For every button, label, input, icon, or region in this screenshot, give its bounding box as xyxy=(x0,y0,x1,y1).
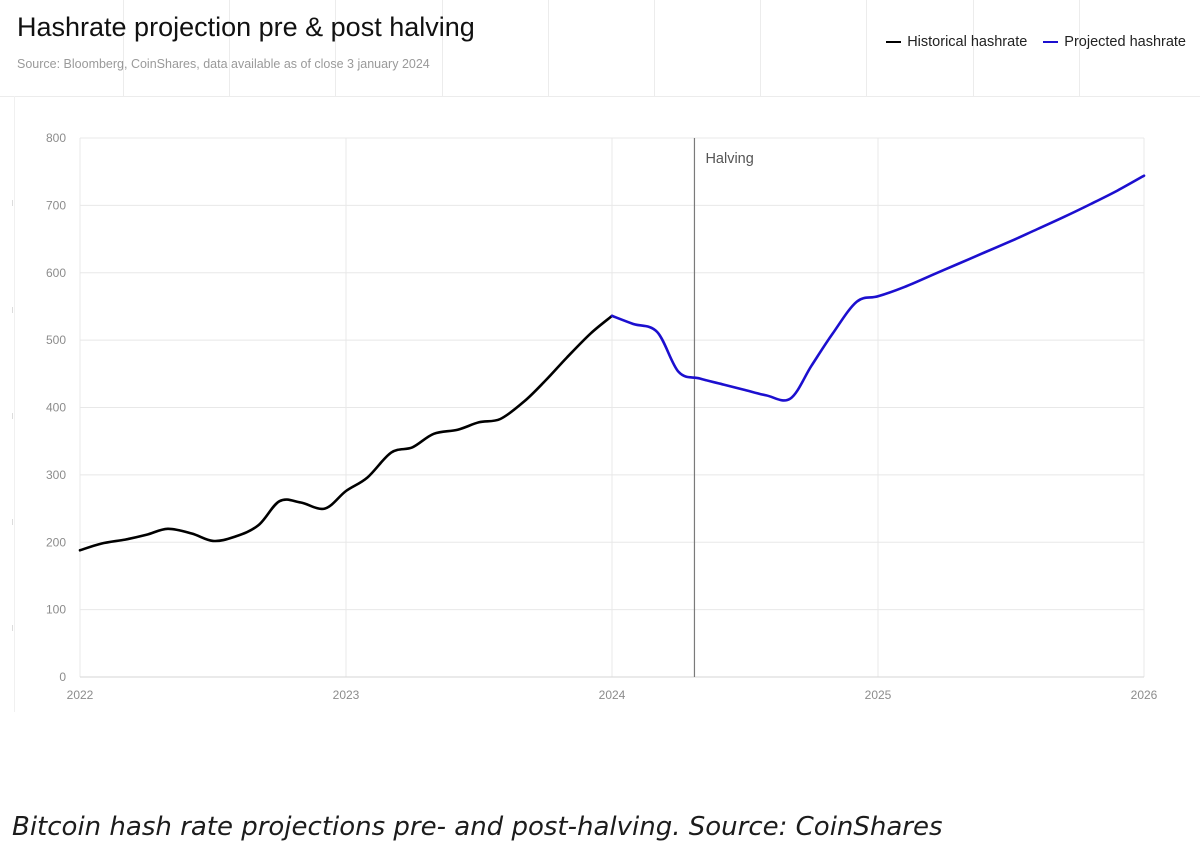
edge-tick xyxy=(12,625,13,631)
header-divider xyxy=(0,96,1200,97)
bg-gridline xyxy=(654,0,655,96)
tick-layer: 0 100 200 300 400 500 600 700 800 2022 2023 2024 202… xyxy=(46,131,1158,702)
y-tick-label: 0 xyxy=(59,670,66,684)
chart-title: Hashrate projection pre & post halving xyxy=(17,12,475,42)
x-tick-label: 2023 xyxy=(333,688,360,702)
plot-area: Halving 0 100 200 300 400 500 600 700 800 2022 202… xyxy=(46,131,1158,702)
annotation-layer: Halving xyxy=(693,138,754,677)
chart-subtitle: Source: Bloomberg, CoinShares, data avai… xyxy=(17,57,430,71)
y-tick-label: 500 xyxy=(46,333,66,347)
bg-gridline xyxy=(335,0,336,96)
x-tick-label: 2022 xyxy=(67,688,94,702)
edge-tick xyxy=(12,200,13,206)
chart-card: Hashrate projection pre & post halving S… xyxy=(0,0,1200,712)
figure-caption: Bitcoin hash rate projections pre- and p… xyxy=(12,812,943,842)
legend-label-historical: Historical hashrate xyxy=(907,34,1028,50)
bg-gridline xyxy=(866,0,867,96)
legend-swatch-projected xyxy=(1043,40,1059,44)
x-tick-label: 2024 xyxy=(599,688,626,702)
grid-layer xyxy=(79,137,1145,678)
y-tick-label: 100 xyxy=(46,603,66,617)
bg-gridline xyxy=(760,0,761,96)
card-left-edge xyxy=(14,96,15,712)
y-tick-label: 200 xyxy=(46,535,66,549)
bg-gridline xyxy=(1079,0,1080,96)
bg-gridline xyxy=(123,0,124,96)
bg-gridline xyxy=(973,0,974,96)
edge-tick xyxy=(12,413,13,419)
edge-tick xyxy=(12,307,13,313)
x-tick-label: 2026 xyxy=(1131,688,1158,702)
y-tick-label: 400 xyxy=(46,401,66,415)
bg-gridline xyxy=(442,0,443,96)
legend-label-projected: Projected hashrate xyxy=(1064,34,1186,50)
y-tick-label: 800 xyxy=(46,131,66,145)
edge-tick xyxy=(12,519,13,525)
series-layer xyxy=(78,174,1146,552)
bg-gridline xyxy=(229,0,230,96)
y-tick-label: 600 xyxy=(46,266,66,280)
x-tick-label: 2025 xyxy=(865,688,892,702)
halving-label: Halving xyxy=(705,151,753,167)
legend-item-historical[interactable]: Historical hashrate xyxy=(886,34,1027,50)
projected-hashrate-line xyxy=(610,174,1146,402)
legend-item-projected[interactable]: Projected hashrate xyxy=(1043,34,1186,50)
y-tick-label: 700 xyxy=(46,198,66,212)
legend-swatch-historical xyxy=(886,40,902,44)
chart-legend: Historical hashrate Projected hashrate xyxy=(886,34,1186,50)
y-tick-label: 300 xyxy=(46,468,66,482)
bg-gridline xyxy=(548,0,549,96)
historical-hashrate-line xyxy=(78,314,614,552)
